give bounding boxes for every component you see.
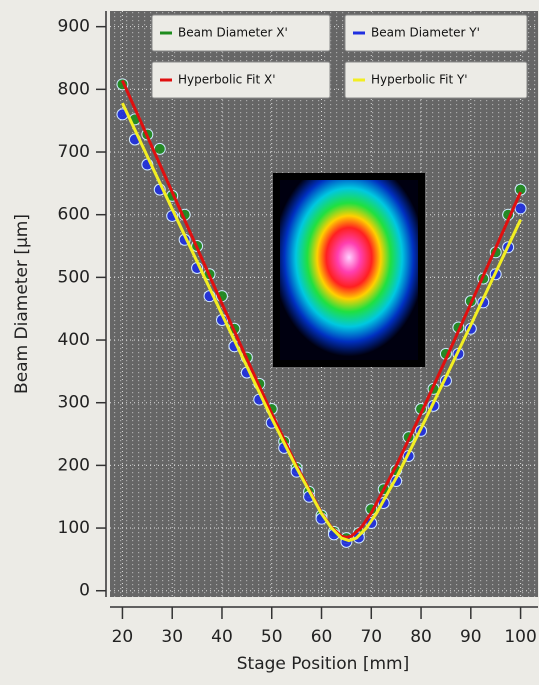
legend-label: Hyperbolic Fit Y': [371, 73, 468, 87]
y-tick-label: 600: [58, 205, 90, 225]
x-axis-label: Stage Position [mm]: [237, 654, 410, 674]
legend-label: Beam Diameter X': [178, 26, 288, 40]
x-tick-label: 40: [211, 627, 233, 647]
legend-label: Hyperbolic Fit X': [178, 73, 276, 87]
page: Beam Diameter X' Beam Diameter Y' Hyperbol…: [0, 0, 539, 681]
chart: Beam Diameter X' Beam Diameter Y' Hyperbol…: [0, 0, 539, 681]
legend-label: Beam Diameter Y': [371, 26, 480, 40]
x-tick-label: 50: [261, 627, 283, 647]
y-tick-label: 500: [58, 267, 90, 287]
x-tick-label: 70: [360, 627, 382, 647]
x-tick-label: 60: [311, 627, 333, 647]
y-tick-label: 0: [79, 581, 90, 601]
beam-image: [280, 180, 418, 360]
data-point: [515, 203, 526, 214]
y-tick-label: 900: [58, 17, 90, 37]
x-tick-label: 30: [161, 627, 183, 647]
y-tick-label: 700: [58, 142, 90, 162]
y-tick-label: 100: [58, 518, 90, 538]
x-tick-label: 80: [410, 627, 432, 647]
y-tick-label: 400: [58, 330, 90, 350]
y-tick-label: 200: [58, 455, 90, 475]
x-tick-label: 20: [112, 627, 134, 647]
y-axis-label: Beam Diameter [µm]: [12, 214, 32, 394]
x-tick-label: 90: [460, 627, 482, 647]
y-tick-label: 800: [58, 79, 90, 99]
x-tick-label: 100: [504, 627, 536, 647]
y-tick-label: 300: [58, 393, 90, 413]
